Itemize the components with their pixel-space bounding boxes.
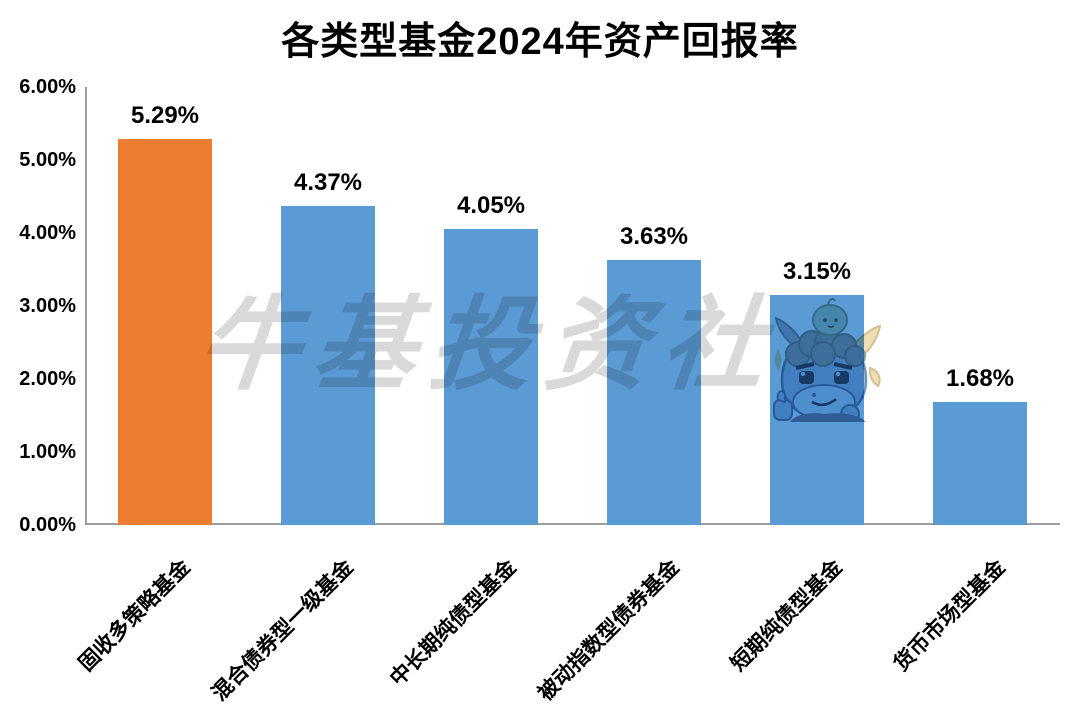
bar-value-label: 5.29% bbox=[130, 101, 200, 129]
y-tick-label: 6.00% bbox=[19, 76, 76, 98]
y-tick-label: 2.00% bbox=[19, 368, 76, 390]
plot-area bbox=[85, 87, 1060, 525]
bar-value-label: 1.68% bbox=[945, 365, 1015, 393]
bull-mascot-icon bbox=[773, 298, 882, 422]
mascot-right-ear bbox=[868, 366, 881, 388]
sparkle-icon bbox=[774, 348, 782, 372]
chart-title: 各类型基金2024年资产回报率 bbox=[281, 21, 799, 63]
mascot-left-horn bbox=[774, 316, 804, 350]
x-category-label: 货币市场型基金 bbox=[889, 555, 1010, 676]
x-category-label: 中长期纯债型基金 bbox=[385, 555, 521, 691]
x-category-label: 被动指数型债券基金 bbox=[533, 555, 684, 706]
bar-value-label: 4.37% bbox=[293, 168, 363, 196]
y-tick-label: 1.00% bbox=[19, 441, 76, 463]
mascot-shoulders bbox=[790, 413, 866, 422]
bar-中长期纯债型基金 bbox=[444, 229, 538, 525]
mascot-hair bbox=[785, 328, 866, 367]
bar-value-label: 3.63% bbox=[619, 223, 689, 250]
bar-被动指数型债券基金 bbox=[607, 260, 701, 525]
bar-固收多策略基金 bbox=[118, 138, 212, 525]
mascot-thumbs-up bbox=[773, 390, 793, 421]
y-tick-label: 0.00% bbox=[19, 514, 76, 536]
mascot-muzzle bbox=[792, 384, 856, 420]
mascot-baby-icon bbox=[812, 298, 848, 336]
bar-value-label: 3.15% bbox=[782, 258, 852, 286]
bar-混合债券型一级基金 bbox=[281, 205, 375, 525]
bar-value-label: 4.05% bbox=[456, 192, 526, 220]
bar-货币市场型基金 bbox=[933, 402, 1027, 525]
y-tick-label: 3.00% bbox=[19, 295, 76, 317]
x-category-label: 固收多策略基金 bbox=[74, 555, 195, 676]
mascot-eyes bbox=[795, 362, 853, 384]
x-category-label: 短期纯债型基金 bbox=[726, 555, 847, 676]
y-tick-label: 5.00% bbox=[19, 149, 76, 171]
y-tick-label: 4.00% bbox=[19, 222, 76, 244]
x-category-label: 混合债券型一级基金 bbox=[207, 555, 358, 706]
watermark-text: 牛基投资社 bbox=[192, 288, 784, 402]
